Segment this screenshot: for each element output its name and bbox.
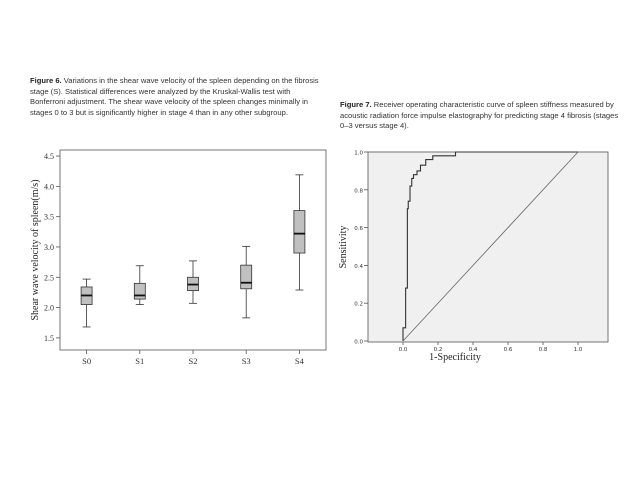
box-iqr bbox=[133, 282, 146, 300]
roc-y-tick-label-1: 0.2 bbox=[354, 302, 363, 308]
boxplot-frame bbox=[59, 149, 327, 351]
boxplot-y-axis-label: Shear wave velocity of spleen(m/s) bbox=[30, 179, 41, 320]
box-s4 bbox=[293, 174, 306, 291]
roc-x-axis-label: 1-Specificity bbox=[429, 352, 481, 363]
roc-x-tick-label-3: 0.6 bbox=[504, 347, 513, 353]
y-tick-label-6: 4.5 bbox=[44, 152, 54, 161]
box-s0 bbox=[80, 278, 93, 328]
figure7-label: Figure 7. bbox=[340, 100, 372, 109]
box-s3 bbox=[240, 245, 253, 319]
x-tick-label-4: S4 bbox=[295, 356, 305, 366]
roc-chart: 0.0 0.2 0.4 0.6 0.8 1.0 0.0 0.2 0.4 0.6 0.8 1.0 1-… bbox=[338, 151, 609, 363]
reference-diagonal bbox=[402, 151, 579, 342]
y-tick-label-1: 2.0 bbox=[44, 304, 54, 313]
roc-y-tick-label-2: 0.4 bbox=[354, 264, 363, 270]
roc-curve bbox=[402, 151, 578, 341]
roc-frame bbox=[367, 151, 609, 343]
figure6-label: Figure 6. bbox=[30, 76, 62, 85]
y-tick-label-3: 3.0 bbox=[44, 243, 54, 252]
y-tick-label-2: 2.5 bbox=[44, 273, 54, 282]
roc-x-tick-label-5: 1.0 bbox=[574, 347, 583, 353]
box-s1 bbox=[133, 265, 146, 305]
figure6-caption-text: Variations in the shear wave velocity of… bbox=[30, 76, 319, 117]
y-tick-label-4: 3.5 bbox=[44, 213, 54, 222]
boxplot-chart: 1.5 2.0 2.5 3.0 3.5 4.0 4.5 S0 S1 S2 S3 S4 Shear w… bbox=[30, 149, 327, 366]
roc-y-tick-label-5: 1.0 bbox=[354, 151, 363, 157]
roc-x-tick-label-0: 0.0 bbox=[399, 347, 408, 353]
x-tick-label-2: S2 bbox=[189, 356, 198, 366]
box-s2 bbox=[187, 260, 199, 304]
box-iqr bbox=[293, 210, 306, 254]
figure6-caption: Figure 6. Variations in the shear wave v… bbox=[30, 76, 320, 118]
figure7-caption: Figure 7. Receiver operating characteris… bbox=[340, 100, 625, 132]
y-tick-label-5: 4.0 bbox=[44, 182, 54, 191]
roc-y-axis-label: Sensitivity bbox=[338, 226, 349, 269]
y-tick-label-0: 1.5 bbox=[44, 334, 54, 343]
roc-y-tick-label-3: 0.6 bbox=[354, 226, 363, 232]
roc-x-tick-label-1: 0.2 bbox=[434, 347, 443, 353]
roc-x-tick-label-2: 0.4 bbox=[469, 347, 478, 353]
x-tick-label-1: S1 bbox=[135, 356, 144, 366]
roc-x-tick-label-4: 0.8 bbox=[539, 347, 548, 353]
figure7-caption-text: Receiver operating characteristic curve … bbox=[340, 100, 619, 131]
x-tick-label-0: S0 bbox=[82, 356, 91, 366]
roc-y-tick-label-4: 0.8 bbox=[354, 188, 363, 194]
roc-y-tick-label-0: 0.0 bbox=[354, 340, 363, 346]
x-tick-label-3: S3 bbox=[242, 356, 251, 366]
box-iqr bbox=[240, 264, 253, 290]
